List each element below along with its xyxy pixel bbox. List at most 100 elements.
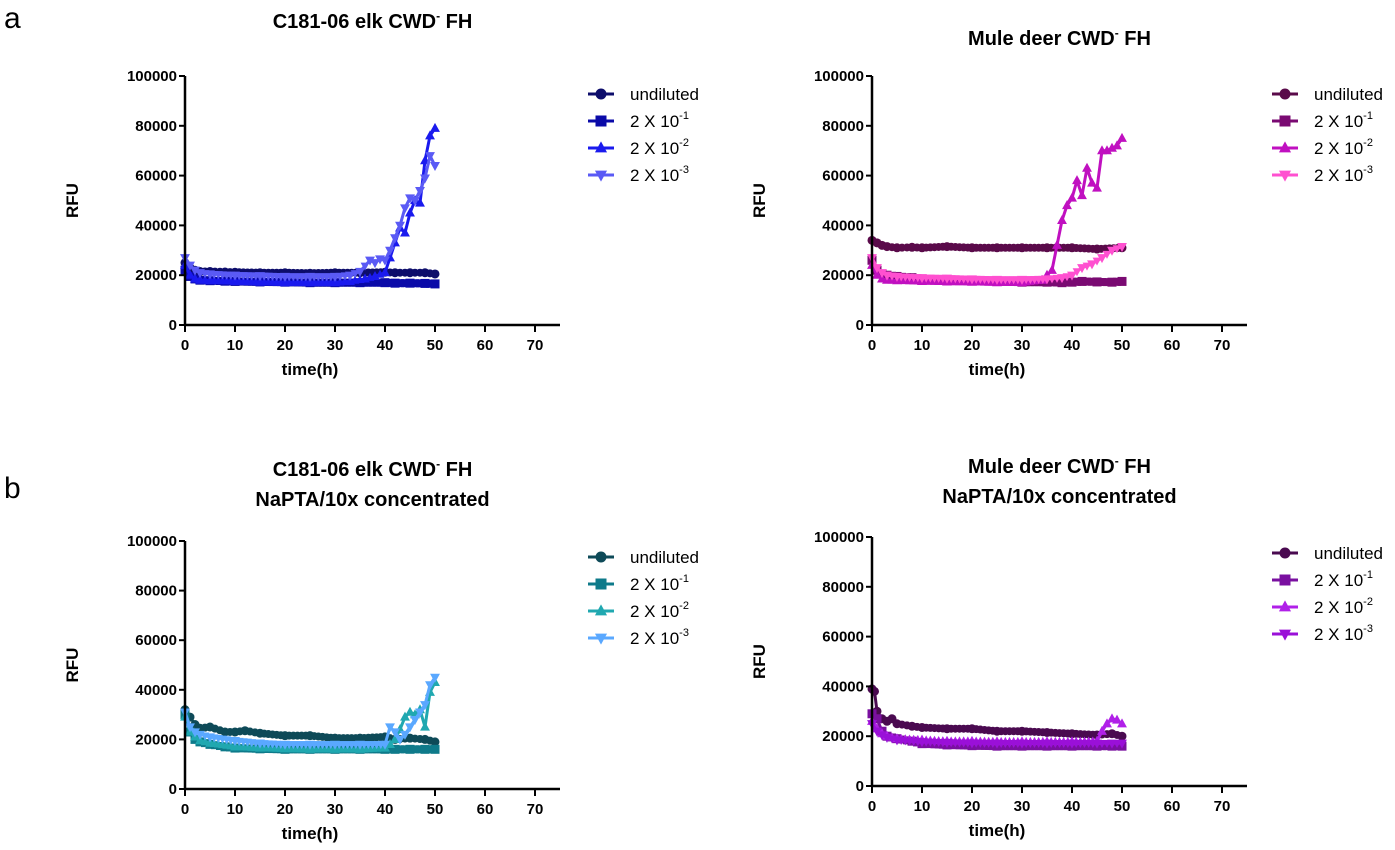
legend-label: 2 X 10-2 <box>630 600 689 621</box>
legend-label-text: 2 X 10 <box>1314 139 1363 158</box>
legend-item: 2 X 10-1 <box>588 573 689 594</box>
legend-label-text: 2 X 10 <box>630 139 679 158</box>
legend-label-text: 2 X 10 <box>630 166 679 185</box>
legend-item: 2 X 10-2 <box>588 600 689 621</box>
legend-label: 2 X 10-1 <box>630 573 689 594</box>
data-point <box>1117 132 1127 142</box>
x-axis-label: time(h) <box>282 360 339 379</box>
y-tick-label: 100000 <box>814 529 864 546</box>
legend-marker-triangle-down-icon <box>1278 629 1292 641</box>
legend-marker-square-icon <box>1279 115 1291 127</box>
data-point <box>1117 739 1127 749</box>
x-tick-label: 70 <box>527 337 544 354</box>
legend-label: 2 X 10-3 <box>1314 623 1373 644</box>
data-point <box>872 727 882 737</box>
x-tick-label: 40 <box>377 337 394 354</box>
legend-item: 2 X 10-1 <box>1272 110 1373 131</box>
legend-label: undiluted <box>630 548 699 567</box>
data-point <box>410 196 420 206</box>
data-point <box>1102 718 1112 728</box>
series-line <box>870 137 1124 285</box>
data-point <box>385 246 395 256</box>
data-point <box>1097 725 1107 735</box>
data-point <box>1077 264 1087 274</box>
chart-title-text: FH <box>1119 456 1151 478</box>
data-point <box>190 266 200 276</box>
series-4 <box>180 673 440 750</box>
data-point <box>1087 260 1097 270</box>
data-point <box>380 256 390 266</box>
data-point <box>1103 278 1111 287</box>
data-point <box>1097 254 1107 264</box>
x-tick-label: 10 <box>914 798 931 815</box>
data-point <box>1117 242 1127 252</box>
data-point <box>411 745 419 754</box>
chart-title-superscript: - <box>436 9 440 23</box>
data-point <box>400 227 410 237</box>
x-axis-label: time(h) <box>282 824 339 843</box>
data-point <box>390 234 400 244</box>
y-axis-label: RFU <box>63 183 82 218</box>
legend-marker-circle-icon <box>1279 88 1291 100</box>
legend-label: undiluted <box>630 85 699 104</box>
legend-item: 2 X 10-1 <box>588 110 689 131</box>
legend-label-exponent: -1 <box>1363 110 1373 122</box>
legend-label-exponent: -2 <box>1363 137 1373 149</box>
y-tick-label: 60000 <box>135 632 177 649</box>
legend-label-exponent: -3 <box>1363 164 1373 176</box>
data-point <box>1092 277 1102 287</box>
data-point <box>364 278 373 287</box>
series-4 <box>867 242 1127 285</box>
data-point <box>1067 271 1077 281</box>
data-point <box>390 744 400 754</box>
x-tick-label: 30 <box>1014 798 1031 815</box>
data-point <box>420 701 430 711</box>
chart-title: Mule deer CWD- FH <box>968 26 1151 50</box>
legend-label: undiluted <box>1314 544 1383 563</box>
data-point <box>1082 162 1092 172</box>
data-point <box>385 723 395 733</box>
data-point <box>430 737 440 747</box>
data-point <box>405 723 415 733</box>
x-tick-label: 0 <box>181 337 189 354</box>
legend-marker-circle-icon <box>595 88 607 100</box>
chart-title-text: FH <box>440 459 472 481</box>
data-point <box>396 745 404 754</box>
data-point <box>410 715 420 725</box>
data-point <box>420 278 430 288</box>
x-tick-label: 20 <box>277 337 294 354</box>
data-point <box>1062 200 1072 210</box>
data-point <box>415 708 425 718</box>
chart-panel-1: C181-06 elk CWD- FH 0 20000 40000 60000 80000… <box>63 9 699 379</box>
legend-label-text: 2 X 10 <box>1314 112 1363 131</box>
y-tick-label: 80000 <box>135 118 177 135</box>
y-tick-label: 80000 <box>822 118 864 135</box>
data-point <box>365 256 375 266</box>
y-tick-label: 100000 <box>127 533 177 550</box>
chart-title-text: C181-06 elk CWD <box>273 11 436 33</box>
data-point <box>372 278 381 287</box>
x-tick-label: 50 <box>1114 337 1131 354</box>
y-tick-label: 60000 <box>135 168 177 185</box>
y-tick-label: 20000 <box>135 731 177 748</box>
data-point <box>1077 190 1087 200</box>
chart-title-text: Mule deer CWD <box>968 28 1115 50</box>
data-point <box>1107 142 1117 152</box>
legend-item: 2 X 10-3 <box>588 627 689 648</box>
legend-item: 2 X 10-2 <box>1272 596 1373 617</box>
legend-label-text: 2 X 10 <box>1314 571 1363 590</box>
panel-label-a: a <box>4 2 21 35</box>
legend-marker-triangle-up-icon <box>1278 141 1292 153</box>
data-point <box>1112 245 1122 254</box>
data-point <box>395 735 405 745</box>
data-point <box>405 706 415 716</box>
data-point <box>1072 268 1082 277</box>
legend-marker-triangle-down-icon <box>594 170 608 182</box>
data-point <box>425 130 435 140</box>
legend-label: 2 X 10-3 <box>1314 164 1373 185</box>
legend-label: 2 X 10-2 <box>630 137 689 158</box>
legend-marker-triangle-up-icon <box>594 141 608 153</box>
data-point <box>400 204 410 214</box>
data-point <box>877 731 887 741</box>
